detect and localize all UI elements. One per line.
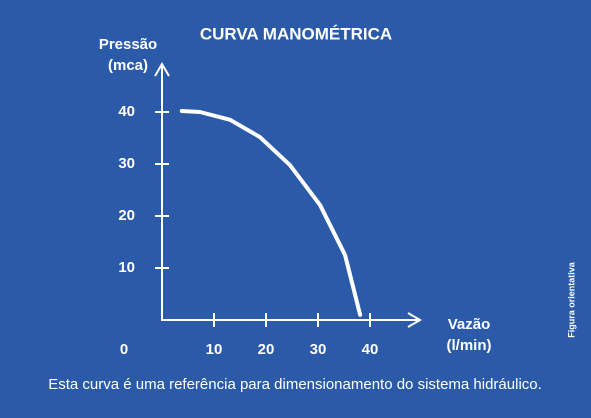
y-tick-label: 40	[118, 103, 135, 120]
caption: Esta curva é uma referência para dimensi…	[48, 376, 542, 393]
x-tick-label: 30	[310, 341, 327, 358]
x-tick-label: 10	[206, 341, 223, 358]
y-tick-label: 10	[118, 259, 135, 276]
y-tick-label: 30	[118, 155, 135, 172]
y-arrow	[154, 62, 170, 77]
y-tick-label: 20	[118, 207, 135, 224]
chart-title: CURVA MANOMÉTRICA	[200, 24, 392, 43]
curve	[179, 108, 363, 317]
x-arrow	[407, 312, 422, 328]
x-axis-label: Vazão	[448, 316, 491, 333]
x-tick-label: 0	[120, 341, 128, 358]
x-tick-label: 40	[362, 341, 379, 358]
y-axis-label: Pressão	[99, 36, 157, 53]
x-tick-label: 20	[258, 341, 275, 358]
y-axis-label: (mca)	[108, 57, 148, 74]
axes	[154, 62, 422, 328]
x-axis-label: (l/min)	[447, 337, 492, 354]
side-note: Figura orientativa	[566, 261, 576, 338]
